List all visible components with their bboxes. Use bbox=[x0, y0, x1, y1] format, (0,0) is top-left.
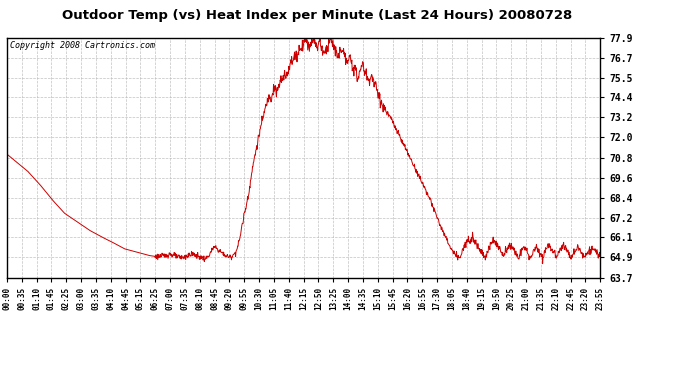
Text: Outdoor Temp (vs) Heat Index per Minute (Last 24 Hours) 20080728: Outdoor Temp (vs) Heat Index per Minute … bbox=[62, 9, 573, 22]
Text: Copyright 2008 Cartronics.com: Copyright 2008 Cartronics.com bbox=[10, 41, 155, 50]
